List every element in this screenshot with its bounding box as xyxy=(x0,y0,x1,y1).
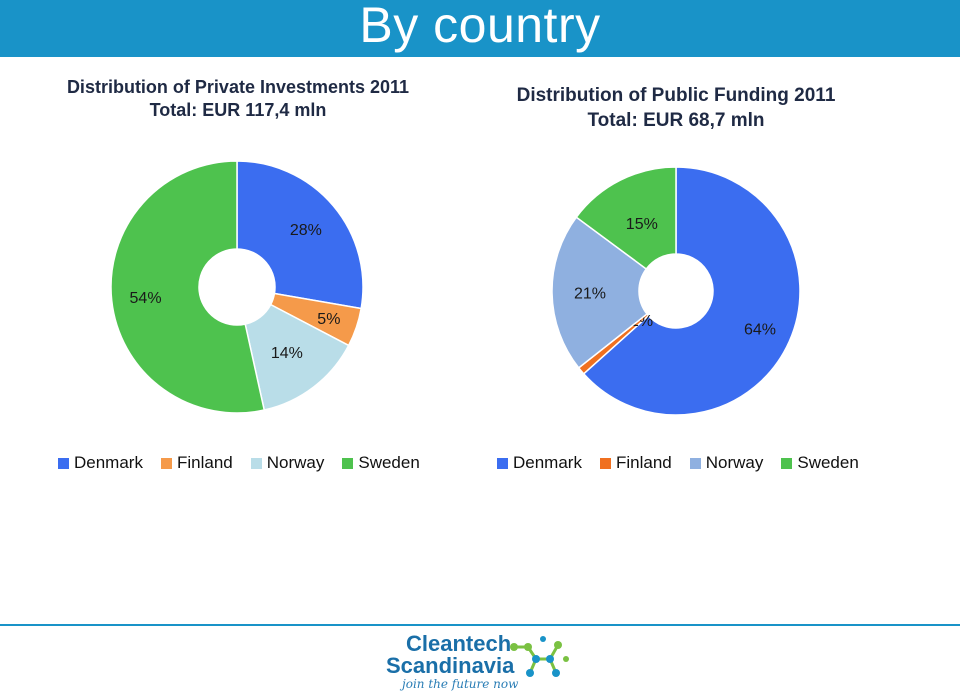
chart-2-slice-sweden xyxy=(575,166,677,271)
logo-wordmark: Cleantech Scandinavia xyxy=(386,633,514,677)
chart-1-legend-finland: Finland xyxy=(160,453,233,473)
legend-swatch xyxy=(250,457,262,469)
legend-swatch xyxy=(689,457,701,469)
chart-2-legend: Denmark Finland Norway Sweden xyxy=(497,453,877,473)
logo-name-line1: Cleantech xyxy=(406,631,512,656)
legend-label: Norway xyxy=(266,453,325,472)
legend-swatch xyxy=(342,457,354,469)
chart-1-slice-sweden xyxy=(110,160,266,414)
logo-tagline: join the future now xyxy=(402,677,519,691)
legend-swatch xyxy=(781,457,793,469)
chart-1-title: Distribution of Private Investments 2011 xyxy=(66,77,410,97)
chart-1-label-sweden: 54% xyxy=(130,290,162,307)
chart-2-legend-sweden: Sweden xyxy=(781,453,859,473)
chart-2-label-sweden: 15% xyxy=(626,216,658,233)
chart-2-legend-finland: Finland xyxy=(599,453,672,473)
footer-divider xyxy=(0,624,960,626)
chart-2-label-denmark: 64% xyxy=(744,322,776,339)
legend-label: Finland xyxy=(176,453,233,472)
legend-swatch xyxy=(599,457,611,469)
chart-2-legend-denmark: Denmark xyxy=(497,453,582,473)
chart-1-slice-norway xyxy=(244,303,350,411)
legend-label: Finland xyxy=(615,453,672,472)
chart-2-slice-norway xyxy=(551,216,649,369)
chart-1-legend-denmark: Denmark xyxy=(58,453,143,473)
chart-2-label-norway: 21% xyxy=(574,285,606,302)
chart-1-legend-sweden: Sweden xyxy=(342,453,420,473)
legend-swatch xyxy=(160,457,172,469)
chart-1-legend-norway: Norway xyxy=(250,453,325,473)
chart-2-subtitle: Total: EUR 68,7 mln xyxy=(587,110,765,131)
chart-1-label-denmark: 28% xyxy=(290,222,322,239)
legend-label: Sweden xyxy=(358,453,420,472)
legend-swatch xyxy=(497,457,508,469)
header-bar: By country xyxy=(0,0,960,57)
legend-label: Denmark xyxy=(74,453,143,472)
legend-label: Norway xyxy=(705,453,764,472)
legend-swatch xyxy=(58,457,69,469)
chart-1-subtitle: Total: EUR 117,4 mln xyxy=(149,100,327,120)
cleantech-scandinavia-logo: Cleantech Scandinavia join the future no… xyxy=(386,633,576,695)
legend-label: Sweden xyxy=(797,453,859,472)
chart-2-heading: Distribution of Public Funding 2011 Tota… xyxy=(476,83,876,133)
chart-1-label-finland: 5% xyxy=(317,311,340,328)
logo-dots-icon xyxy=(510,636,569,677)
chart-2-legend-norway: Norway xyxy=(689,453,764,473)
logo-name-line2: Scandinavia xyxy=(386,653,515,678)
chart-1-legend: Denmark Finland Norway Sweden xyxy=(58,453,438,473)
chart-1-heading: Distribution of Private Investments 2011… xyxy=(38,76,438,122)
legend-label: Denmark xyxy=(513,453,582,472)
chart-2-slice-denmark xyxy=(582,166,801,416)
chart-1-slice-denmark xyxy=(236,160,364,310)
chart-2-title: Distribution of Public Funding 2011 xyxy=(516,85,836,106)
page-title: By country xyxy=(359,0,601,53)
chart-1-label-norway: 14% xyxy=(271,345,303,362)
